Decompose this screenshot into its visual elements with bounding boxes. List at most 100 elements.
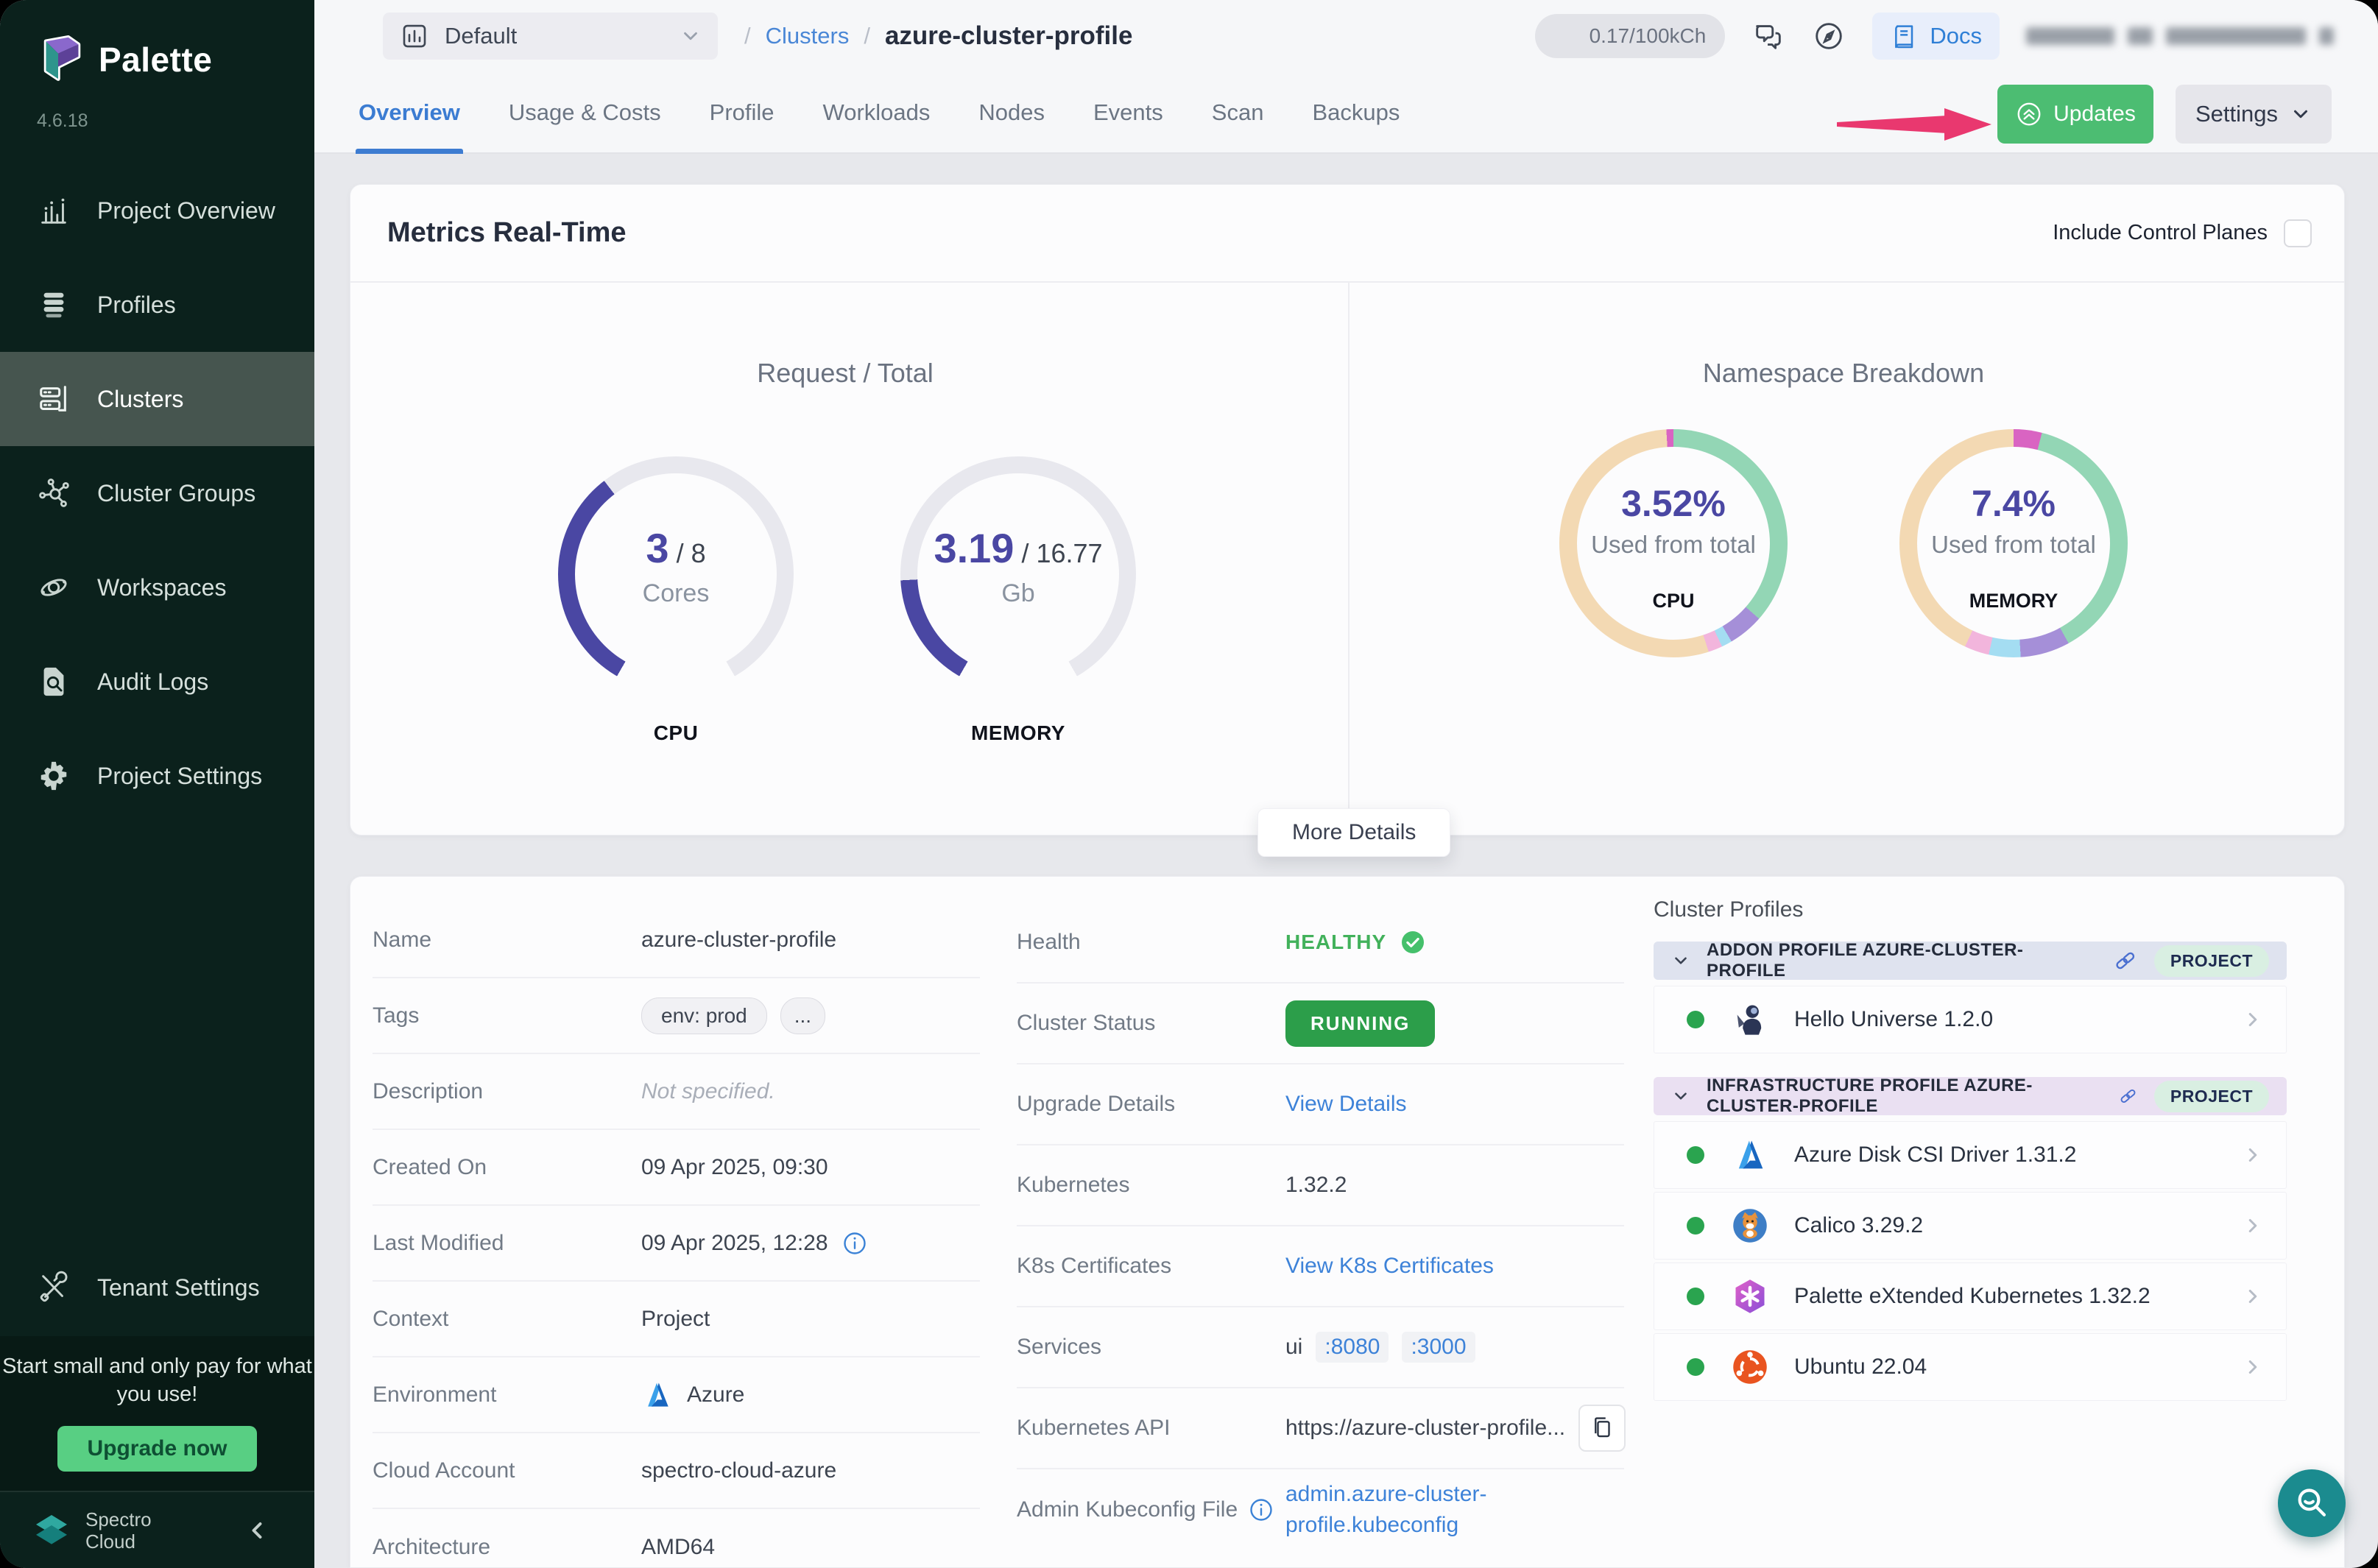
chevron-down-icon: [2290, 103, 2312, 125]
search-icon: [2298, 1488, 2326, 1516]
sidebar-item-tenant-settings[interactable]: Tenant Settings: [0, 1240, 314, 1335]
copy-button[interactable]: [1578, 1405, 1626, 1452]
sidebar-item-profiles[interactable]: Profiles: [0, 258, 314, 352]
profile-section-header[interactable]: ADDON PROFILE AZURE-CLUSTER-PROFILE PROJE…: [1654, 940, 2287, 981]
profile-section-header[interactable]: INFRASTRUCTURE PROFILE AZURE-CLUSTER-PRO…: [1654, 1076, 2287, 1116]
updates-button[interactable]: Updates: [1997, 85, 2153, 144]
detail-row-cluster-status: Cluster Status RUNNING: [1017, 983, 1624, 1064]
profile-layer-row[interactable]: Calico 3.29.2: [1654, 1192, 2287, 1260]
include-control-planes-checkbox[interactable]: [2284, 219, 2312, 247]
promo-text: Start small and only pay for what you us…: [2, 1355, 312, 1406]
profile-layer-row[interactable]: Palette eXtended Kubernetes 1.32.2: [1654, 1262, 2287, 1330]
donut-center: 7.4% Used from total MEMORY: [1899, 482, 2128, 612]
health-status: HEALTHY: [1285, 930, 1387, 953]
settings-label: Settings: [2195, 101, 2278, 127]
docs-button[interactable]: Docs: [1872, 12, 2000, 60]
status-dot: [1687, 1217, 1704, 1235]
tab-nodes[interactable]: Nodes: [978, 99, 1045, 125]
detail-label: Description: [373, 1078, 484, 1103]
tab-usage-costs[interactable]: Usage & Costs: [508, 99, 661, 125]
sidebar-item-project-settings[interactable]: Project Settings: [0, 729, 314, 823]
profile-layer-label: Palette eXtended Kubernetes 1.32.2: [1794, 1284, 2151, 1308]
breadcrumb-clusters-link[interactable]: Clusters: [765, 22, 850, 49]
tag-chip[interactable]: ...: [780, 997, 826, 1034]
detail-row-kubernetes-api: Kubernetes API https://azure-cluster-prof…: [1017, 1388, 1626, 1469]
detail-link[interactable]: View K8s Certificates: [1285, 1254, 1494, 1278]
tab-profile[interactable]: Profile: [709, 99, 775, 125]
donut-caption: Used from total: [1931, 531, 2096, 558]
sidebar-tenant-settings: Tenant Settings: [0, 1240, 314, 1335]
detail-row-k8s-certificates: K8s Certificates View K8s Certificates: [1017, 1226, 1624, 1307]
chevron-down-icon: [680, 25, 702, 47]
search-fab-button[interactable]: [2278, 1469, 2346, 1537]
detail-label: Kubernetes API: [1017, 1416, 1171, 1440]
tab-backups[interactable]: Backups: [1312, 99, 1400, 125]
tab-workloads[interactable]: Workloads: [822, 99, 931, 125]
sidebar-collapse-icon[interactable]: [244, 1517, 270, 1544]
detail-value: View K8s Certificates: [1285, 1254, 1624, 1279]
tag-chip[interactable]: env: prod: [641, 997, 767, 1034]
gauge-memory: [900, 456, 1136, 692]
pxk-icon: [1731, 1277, 1769, 1316]
link-chain-icon[interactable]: [2118, 1084, 2138, 1109]
info-icon[interactable]: [842, 1230, 868, 1257]
profile-layer-row[interactable]: Azure Disk CSI Driver 1.31.2: [1654, 1121, 2287, 1189]
sidebar-item-clusters[interactable]: Clusters: [0, 352, 314, 446]
request-total-title: Request / Total: [757, 358, 934, 388]
sidebar-item-project-overview[interactable]: Project Overview: [0, 163, 314, 258]
status-dot: [1687, 1011, 1704, 1028]
sidebar-item-cluster-groups[interactable]: Cluster Groups: [0, 446, 314, 540]
detail-link[interactable]: admin.azure-cluster-profile.kubeconfig: [1285, 1482, 1487, 1537]
project-selector[interactable]: Default: [383, 12, 718, 60]
detail-row-tags: Tags env: prod...: [373, 978, 980, 1054]
status-dot: [1687, 1146, 1704, 1164]
annotation-arrow: [1837, 108, 1991, 141]
project-selector-value: Default: [445, 22, 518, 49]
donut-center: 3.52% Used from total CPU: [1559, 482, 1788, 612]
settings-button[interactable]: Settings: [2176, 85, 2332, 144]
include-control-planes-label: Include Control Planes: [2053, 221, 2268, 244]
donut-percent: 7.4%: [1972, 483, 2056, 524]
link-chain-icon[interactable]: [2113, 948, 2138, 973]
user-menu-redacted[interactable]: [2026, 27, 2334, 45]
detail-row-cloud-account: Cloud Account spectro-cloud-azure: [373, 1433, 980, 1509]
profile-layer-row[interactable]: Hello Universe 1.2.0: [1654, 986, 2287, 1053]
docs-label: Docs: [1930, 22, 1982, 49]
detail-row-architecture: Architecture AMD64: [373, 1509, 980, 1568]
chevron-down-icon: [1671, 951, 1690, 970]
gauge-center: 3.19 / 16.77 Gb: [900, 524, 1136, 608]
detail-label: Name: [373, 927, 432, 952]
sidebar-item-audit-logs[interactable]: Audit Logs: [0, 635, 314, 729]
status-dot: [1687, 1288, 1704, 1305]
chat-icon[interactable]: [1751, 19, 1785, 53]
detail-value: 09 Apr 2025, 09:30: [641, 1154, 828, 1179]
detail-link[interactable]: View Details: [1285, 1092, 1407, 1116]
chevron-right-icon: [2242, 1285, 2264, 1307]
metrics-card: Metrics Real-Time Include Control Planes…: [350, 184, 2345, 857]
compass-icon[interactable]: [1812, 19, 1846, 53]
metrics-header: Metrics Real-Time Include Control Planes: [350, 185, 2344, 283]
tab-overview[interactable]: Overview: [356, 71, 463, 154]
detail-value: https://azure-cluster-profile...: [1285, 1405, 1626, 1452]
upgrade-now-button[interactable]: Upgrade now: [57, 1426, 257, 1472]
service-name: ui: [1285, 1335, 1303, 1359]
service-port-link[interactable]: :3000: [1402, 1332, 1475, 1363]
azure-disk-icon: [1731, 1136, 1769, 1174]
tab-events[interactable]: Events: [1093, 99, 1163, 125]
detail-value: spectro-cloud-azure: [641, 1458, 837, 1483]
detail-label: Services: [1017, 1335, 1102, 1359]
sidebar-item-label: Cluster Groups: [97, 479, 256, 506]
detail-label: K8s Certificates: [1017, 1254, 1172, 1278]
api-url: https://azure-cluster-profile...: [1285, 1416, 1566, 1440]
sidebar-item-workspaces[interactable]: Workspaces: [0, 540, 314, 635]
sidebar-footer: Spectro Cloud: [0, 1491, 314, 1568]
tab-scan[interactable]: Scan: [1211, 99, 1264, 125]
profile-layer-row[interactable]: Ubuntu 22.04: [1654, 1333, 2287, 1401]
topbar-right: 0.17/100kCh Docs: [1535, 12, 2334, 60]
info-icon[interactable]: [1248, 1497, 1274, 1523]
detail-label: Tags: [373, 1003, 420, 1028]
service-port-link[interactable]: :8080: [1316, 1332, 1389, 1363]
updates-label: Updates: [2053, 102, 2136, 126]
upgrade-promo: Start small and only pay for what you us…: [0, 1336, 314, 1491]
more-details-button[interactable]: More Details: [1257, 808, 1451, 857]
